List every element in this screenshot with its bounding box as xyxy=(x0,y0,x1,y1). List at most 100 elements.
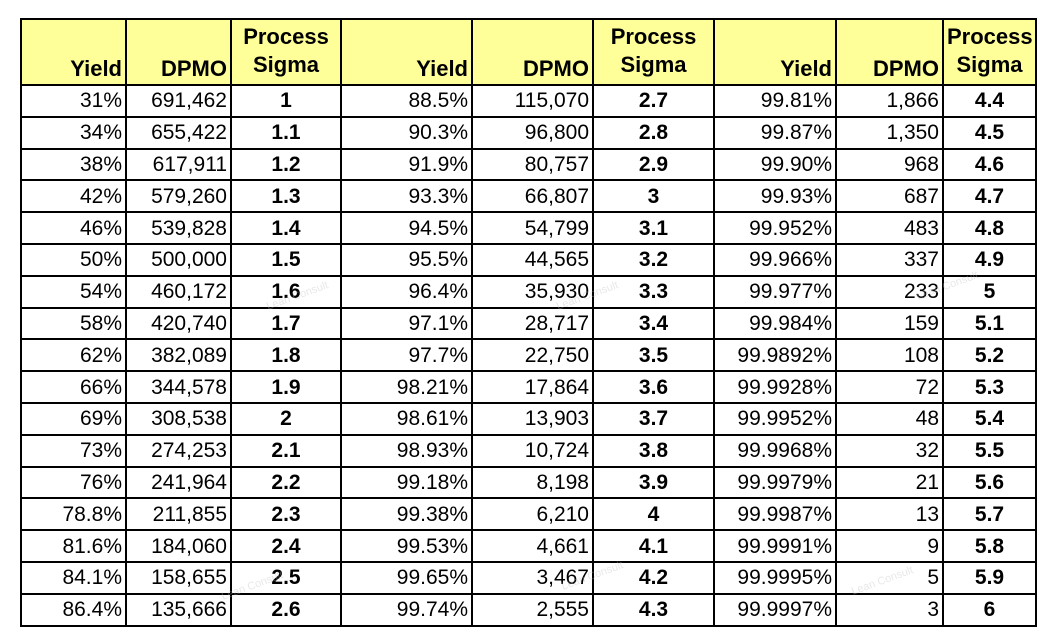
table-row: 81.6% 184,060 2.4 99.53% 4,661 4.1 99.9991% 9 5.… xyxy=(20,529,1037,563)
dpmo-cell: 539,828 xyxy=(125,211,232,245)
yield-cell: 88.5% xyxy=(340,84,473,118)
dpmo-cell: 22,750 xyxy=(471,338,594,373)
yield-cell: 99.9892% xyxy=(713,338,837,373)
dpmo-cell: 1,350 xyxy=(835,115,944,150)
dpmo-cell: 691,462 xyxy=(125,84,232,118)
sigma-cell: 5.9 xyxy=(942,560,1037,595)
yield-cell: 81.6% xyxy=(20,529,127,563)
yield-cell: 99.65% xyxy=(340,560,473,595)
sigma-cell: 4.2 xyxy=(592,560,715,595)
yield-cell: 76% xyxy=(20,465,127,500)
table-row: 76% 241,964 2.2 99.18% 8,198 3.9 99.9979% 21 5.6 xyxy=(20,465,1037,500)
dpmo-cell: 8,198 xyxy=(471,465,594,500)
table-row: 31% 691,462 1 88.5% 115,070 2.7 99.81% 1,866 4.4 xyxy=(20,84,1037,118)
sigma-cell: 4.3 xyxy=(592,592,715,627)
sigma-cell: 5.7 xyxy=(942,497,1037,532)
yield-cell: 99.90% xyxy=(713,147,837,182)
dpmo-cell: 344,578 xyxy=(125,370,232,404)
dpmo-cell: 21 xyxy=(835,465,944,500)
yield-cell: 66% xyxy=(20,370,127,404)
dpmo-cell: 159 xyxy=(835,306,944,341)
header-row: Yield DPMO Process Sigma Yield DPMO Proce… xyxy=(20,18,1037,86)
yield-cell: 93.3% xyxy=(340,179,473,214)
sigma-conversion-table: Yield DPMO Process Sigma Yield DPMO Proce… xyxy=(20,18,1037,627)
yield-cell: 98.61% xyxy=(340,401,473,436)
dpmo-cell: 500,000 xyxy=(125,242,232,277)
dpmo-cell: 32 xyxy=(835,433,944,468)
yield-cell: 50% xyxy=(20,242,127,277)
dpmo-cell: 233 xyxy=(835,274,944,309)
dpmo-cell: 483 xyxy=(835,211,944,245)
sigma-cell: 2.7 xyxy=(592,84,715,118)
table-row: 73% 274,253 2.1 98.93% 10,724 3.8 99.9968% 32 5.… xyxy=(20,433,1037,468)
process-label: Process xyxy=(243,23,329,49)
sigma-cell: 3.4 xyxy=(592,306,715,341)
sigma-cell: 4.1 xyxy=(592,529,715,563)
dpmo-cell: 655,422 xyxy=(125,115,232,150)
dpmo-cell: 579,260 xyxy=(125,179,232,214)
yield-cell: 99.966% xyxy=(713,242,837,277)
table-row: 38% 617,911 1.2 91.9% 80,757 2.9 99.90% 968 4.6 xyxy=(20,147,1037,182)
table-row: 42% 579,260 1.3 93.3% 66,807 3 99.93% 687 4.7 xyxy=(20,179,1037,214)
sigma-cell: 3.2 xyxy=(592,242,715,277)
table-row: 69% 308,538 2 98.61% 13,903 3.7 99.9952% 48 5.4 xyxy=(20,401,1037,436)
sigma-cell: 3.7 xyxy=(592,401,715,436)
sigma-cell: 1.2 xyxy=(230,147,342,182)
sigma-cell: 4.6 xyxy=(942,147,1037,182)
sigma-cell: 3 xyxy=(592,179,715,214)
dpmo-cell: 135,666 xyxy=(125,592,232,627)
dpmo-cell: 44,565 xyxy=(471,242,594,277)
process-sigma-header: Process Sigma xyxy=(592,18,715,86)
sigma-cell: 4.8 xyxy=(942,211,1037,245)
dpmo-header: DPMO xyxy=(835,18,944,86)
table-row: 78.8% 211,855 2.3 99.38% 6,210 4 99.9987% 13 5.7 xyxy=(20,497,1037,532)
sigma-label: Sigma xyxy=(252,52,320,78)
sigma-cell: 4.9 xyxy=(942,242,1037,277)
sigma-cell: 1.1 xyxy=(230,115,342,150)
yield-cell: 99.93% xyxy=(713,179,837,214)
sigma-cell: 5.8 xyxy=(942,529,1037,563)
yield-header: Yield xyxy=(713,18,837,86)
yield-cell: 31% xyxy=(20,84,127,118)
sigma-cell: 1.3 xyxy=(230,179,342,214)
sigma-cell: 1.8 xyxy=(230,338,342,373)
yield-cell: 84.1% xyxy=(20,560,127,595)
sigma-cell: 3.6 xyxy=(592,370,715,404)
table-row: 62% 382,089 1.8 97.7% 22,750 3.5 99.9892% 108 5.… xyxy=(20,338,1037,373)
sigma-cell: 6 xyxy=(942,592,1037,627)
dpmo-cell: 9 xyxy=(835,529,944,563)
table-row: 54% 460,172 1.6 96.4% 35,930 3.3 99.977% 233 5 xyxy=(20,274,1037,309)
sigma-cell: 5.5 xyxy=(942,433,1037,468)
dpmo-cell: 420,740 xyxy=(125,306,232,341)
yield-cell: 99.952% xyxy=(713,211,837,245)
yield-cell: 90.3% xyxy=(340,115,473,150)
yield-cell: 99.18% xyxy=(340,465,473,500)
dpmo-cell: 274,253 xyxy=(125,433,232,468)
sigma-cell: 5.2 xyxy=(942,338,1037,373)
sigma-label: Sigma xyxy=(620,52,687,78)
yield-cell: 78.8% xyxy=(20,497,127,532)
table-row: 50% 500,000 1.5 95.5% 44,565 3.2 99.966% 337 4.9 xyxy=(20,242,1037,277)
sigma-cell: 5.3 xyxy=(942,370,1037,404)
dpmo-cell: 108 xyxy=(835,338,944,373)
process-label: Process xyxy=(610,23,697,49)
dpmo-cell: 4,661 xyxy=(471,529,594,563)
sigma-cell: 1.5 xyxy=(230,242,342,277)
sigma-conversion-table-container: Yield DPMO Process Sigma Yield DPMO Proce… xyxy=(20,18,1037,627)
process-sigma-header: Process Sigma xyxy=(230,18,342,86)
dpmo-cell: 3,467 xyxy=(471,560,594,595)
yield-cell: 96.4% xyxy=(340,274,473,309)
dpmo-cell: 241,964 xyxy=(125,465,232,500)
yield-cell: 99.9987% xyxy=(713,497,837,532)
yield-cell: 97.7% xyxy=(340,338,473,373)
sigma-cell: 2.6 xyxy=(230,592,342,627)
dpmo-cell: 3 xyxy=(835,592,944,627)
yield-cell: 95.5% xyxy=(340,242,473,277)
sigma-cell: 3.9 xyxy=(592,465,715,500)
sigma-cell: 3.5 xyxy=(592,338,715,373)
yield-cell: 62% xyxy=(20,338,127,373)
sigma-cell: 1 xyxy=(230,84,342,118)
sigma-cell: 1.7 xyxy=(230,306,342,341)
sigma-cell: 5.6 xyxy=(942,465,1037,500)
dpmo-cell: 617,911 xyxy=(125,147,232,182)
